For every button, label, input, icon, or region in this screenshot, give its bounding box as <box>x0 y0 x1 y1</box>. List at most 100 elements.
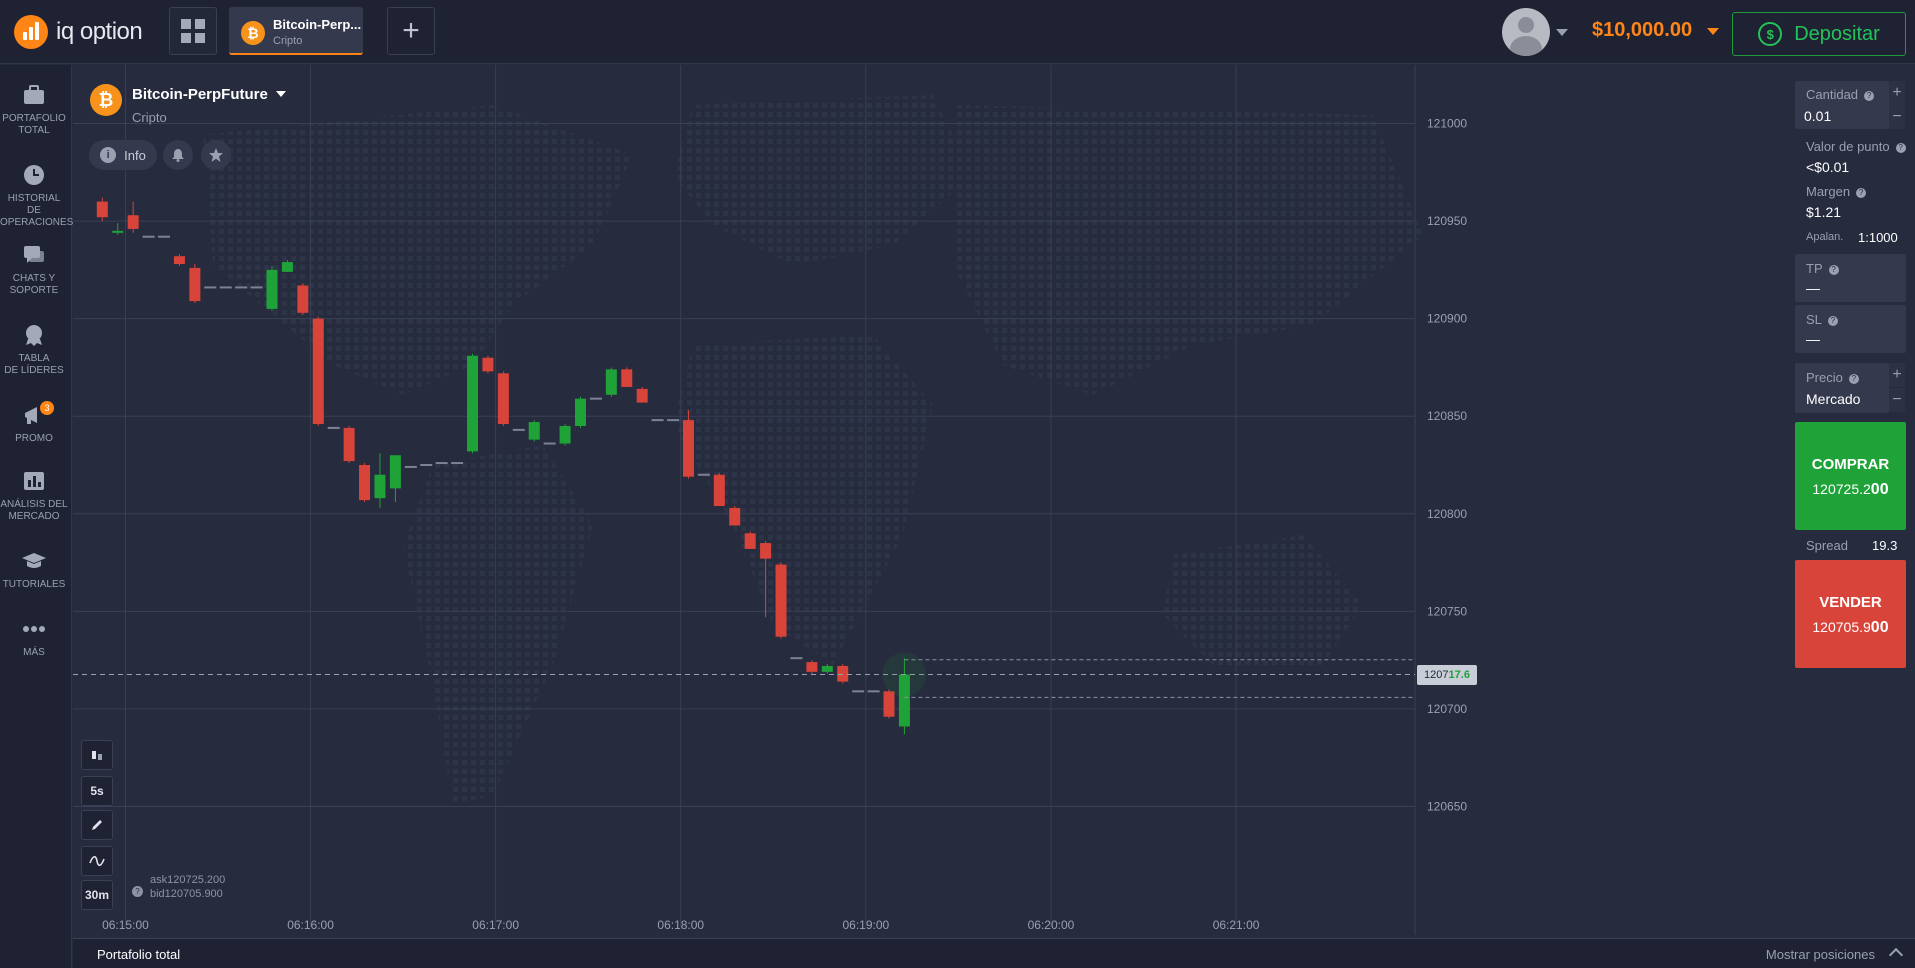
promo-badge: 3 <box>40 401 54 415</box>
sl-help-icon[interactable]: ? <box>1827 316 1838 326</box>
sell-label: VENDER <box>1819 594 1882 611</box>
favorite-button[interactable] <box>201 140 231 170</box>
amount-plus-button[interactable]: + <box>1889 81 1905 105</box>
apps-grid-button[interactable] <box>169 7 217 55</box>
amount-minus-button[interactable]: − <box>1889 105 1905 129</box>
graduation-cap-icon <box>22 553 46 568</box>
candle-up <box>112 223 124 235</box>
clock-icon <box>24 165 44 185</box>
sidebar-item-leaderboard[interactable]: TABLA DE LÍDERES <box>0 323 68 377</box>
avatar[interactable] <box>1502 8 1550 56</box>
grid-icon <box>181 19 205 43</box>
candle-down <box>343 425 355 464</box>
x-tick-label: 06:17:00 <box>472 918 519 932</box>
candle-up <box>574 396 586 428</box>
chart-asset-subtitle: Cripto <box>132 110 167 125</box>
candle-up <box>281 260 293 272</box>
candle-down <box>775 562 787 639</box>
chat-icon <box>24 246 44 263</box>
sidebar-item-market-analysis[interactable]: ANÁLISIS DEL MERCADO <box>0 469 68 523</box>
point-value-help-icon[interactable]: ? <box>1895 143 1906 153</box>
leverage-value[interactable]: 1:1000 <box>1858 230 1898 245</box>
candle-down <box>297 283 309 315</box>
y-tick-label: 120650 <box>1427 799 1467 813</box>
amount-input[interactable] <box>1804 106 1884 126</box>
logo[interactable]: iq option <box>14 15 143 49</box>
add-asset-button[interactable]: + <box>387 7 435 55</box>
chart-type-button[interactable] <box>81 740 113 770</box>
asset-chevron-down-icon[interactable] <box>276 91 287 97</box>
sidebar-item-tutorials[interactable]: TUTORIALES <box>0 549 68 591</box>
candle-body <box>482 357 494 372</box>
show-positions-button[interactable]: Mostrar posiciones <box>1765 947 1875 962</box>
price-help-icon[interactable]: ? <box>1848 374 1859 384</box>
sidebar-item-history[interactable]: HISTORIAL DE OPERACIONES <box>0 163 73 229</box>
candle-up <box>467 353 479 454</box>
x-tick-label: 06:21:00 <box>1213 918 1260 932</box>
price-plus-button[interactable]: + <box>1889 363 1905 387</box>
chevron-up-icon[interactable] <box>1888 947 1904 963</box>
point-value: <$0.01 <box>1806 159 1850 175</box>
logo-text: iq option <box>56 18 143 45</box>
buy-label: COMPRAR <box>1811 456 1890 473</box>
balance-chevron-down-icon[interactable] <box>1707 28 1719 35</box>
candle-body <box>682 420 694 477</box>
price-box[interactable] <box>1795 363 1889 413</box>
stop-loss-box[interactable] <box>1795 305 1906 353</box>
candle-up <box>389 455 401 503</box>
tp-help-icon[interactable]: ? <box>1828 265 1839 275</box>
take-profit-box[interactable] <box>1795 254 1906 302</box>
candle-body <box>297 285 309 313</box>
candle-up <box>898 658 910 735</box>
point-value-label: Valor de punto? <box>1806 139 1906 154</box>
timeframe-button[interactable]: 5s <box>81 776 113 806</box>
sell-button[interactable]: VENDER 120705.900 <box>1795 560 1906 668</box>
ask-quote: ask120725.200 <box>150 874 226 886</box>
candle-up <box>821 664 833 674</box>
bid-quote: bid120705.900 <box>150 888 223 900</box>
amount-help-icon[interactable]: ? <box>1864 91 1875 101</box>
candle-down <box>621 367 633 387</box>
sidebar-item-more[interactable]: MÁS <box>0 617 68 659</box>
candle-body <box>621 369 633 387</box>
candle-body <box>96 201 108 218</box>
candle-down <box>713 472 725 506</box>
drawing-tools-button[interactable] <box>81 810 113 840</box>
star-icon <box>209 148 223 162</box>
sidebar-item-portfolio[interactable]: PORTAFOLIO TOTAL <box>0 83 68 137</box>
buy-button[interactable]: COMPRAR 120725.200 <box>1795 422 1906 530</box>
help-icon[interactable]: ? <box>132 886 143 897</box>
candles-icon <box>92 751 102 760</box>
candle-down <box>883 689 895 719</box>
candle-up <box>605 367 617 397</box>
chart-icon <box>24 472 44 490</box>
chart-asset-header[interactable]: ₿ <box>90 84 122 116</box>
y-tick-label: 121000 <box>1427 117 1467 131</box>
avatar-chevron-down-icon[interactable] <box>1556 29 1568 36</box>
info-button[interactable]: i Info <box>89 140 157 170</box>
indicators-button[interactable] <box>81 846 113 876</box>
sidebar-item-chats[interactable]: CHATS Y SOPORTE <box>0 243 68 297</box>
tp-label: TP? <box>1806 261 1839 276</box>
price-label: Precio? <box>1806 370 1859 385</box>
more-dots-icon <box>23 626 45 632</box>
deposit-button[interactable]: $ Depositar <box>1732 12 1906 56</box>
current-price-tag: 120717.6 <box>1417 664 1477 685</box>
candle-body <box>605 369 617 395</box>
period-button[interactable]: 30m <box>81 880 113 910</box>
candle-body <box>374 474 386 499</box>
asset-tab-bitcoin[interactable]: ₿ Bitcoin-Perp... Cripto <box>229 7 363 55</box>
price-minus-button[interactable]: − <box>1889 388 1905 412</box>
x-tick-label: 06:19:00 <box>843 918 890 932</box>
tp-value: — <box>1806 280 1820 296</box>
price-chart[interactable]: 121000 120950 120900 120850 120800 120750 1207… <box>73 65 1728 935</box>
chart-asset-title[interactable]: Bitcoin-PerpFuture <box>132 86 287 103</box>
balance[interactable]: $10,000.00 <box>1592 19 1693 41</box>
y-tick-label: 120700 <box>1427 702 1467 716</box>
margin-help-icon[interactable]: ? <box>1856 188 1867 198</box>
portfolio-total-label[interactable]: Portafolio total <box>97 947 181 962</box>
sidebar-item-promo[interactable]: 3 PROMO <box>15 401 54 444</box>
alert-button[interactable] <box>163 140 193 170</box>
candle-down <box>189 264 201 304</box>
sidebar: PORTAFOLIO TOTAL HISTORIAL DE OPERACIONES … <box>0 65 73 968</box>
